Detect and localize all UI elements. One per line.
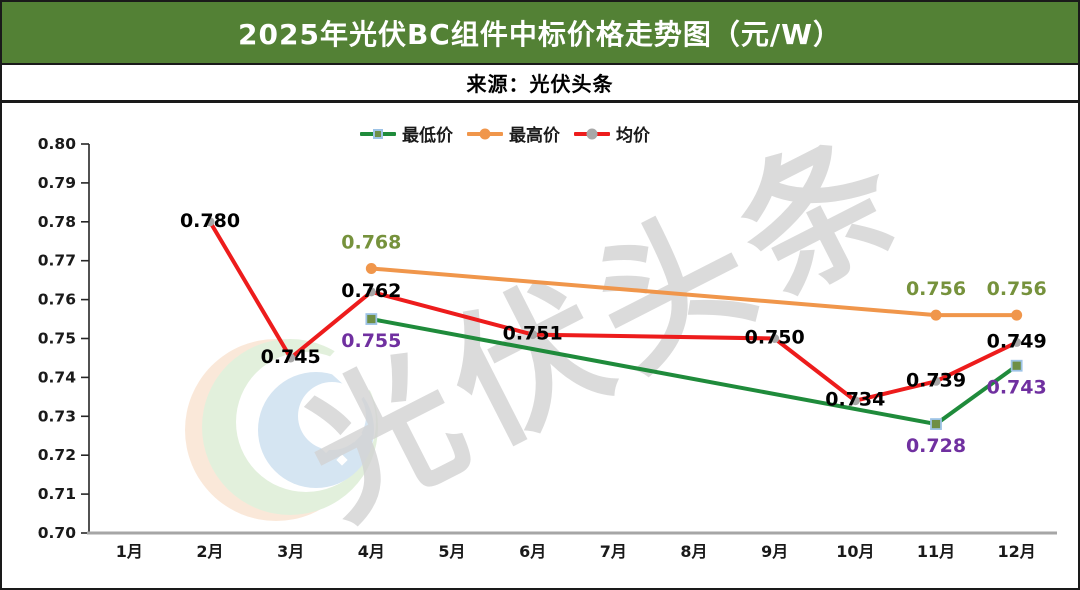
logo-watermark <box>185 339 379 521</box>
svg-text:9月: 9月 <box>761 542 788 561</box>
svg-text:0.70: 0.70 <box>38 524 76 542</box>
data-label: 0.780 <box>180 210 240 232</box>
svg-text:5月: 5月 <box>438 542 465 561</box>
header-bar: 2025年光伏BC组件中标价格走势图（元/W） <box>2 2 1078 65</box>
data-label: 0.728 <box>906 435 966 457</box>
data-label: 0.755 <box>341 330 401 352</box>
data-label: 0.743 <box>987 377 1047 399</box>
circle-marker-icon <box>479 128 491 139</box>
data-label: 0.749 <box>987 330 1047 352</box>
page-title: 2025年光伏BC组件中标价格走势图（元/W） <box>238 17 842 51</box>
svg-text:7月: 7月 <box>600 542 627 561</box>
data-label: 0.756 <box>987 278 1047 300</box>
svg-text:0.73: 0.73 <box>38 407 76 425</box>
data-label: 0.750 <box>745 327 805 349</box>
legend-label-avg: 均价 <box>616 126 650 146</box>
svg-text:0.75: 0.75 <box>38 330 76 348</box>
data-label: 0.739 <box>906 369 966 391</box>
svg-text:0.77: 0.77 <box>38 252 76 270</box>
source-row: 来源：光伏头条 <box>2 65 1078 103</box>
svg-text:0.78: 0.78 <box>38 213 76 231</box>
avg-line-swatch <box>574 128 610 139</box>
svg-text:0.80: 0.80 <box>38 135 76 153</box>
legend-item-avg: 均价 <box>574 121 650 146</box>
circle-marker-icon <box>586 128 598 139</box>
svg-text:1月: 1月 <box>116 542 143 561</box>
svg-text:11月: 11月 <box>917 542 955 561</box>
data-label: 0.751 <box>503 323 563 345</box>
svg-text:8月: 8月 <box>680 542 707 561</box>
y-axis: 0.70 0.71 0.72 0.73 0.74 0.75 0.76 0.77 0.78 0.79… <box>38 135 90 542</box>
series-avg: 0.780 0.745 0.762 0.751 0.750 0.734 0.739 0.749 <box>180 210 1047 411</box>
min-line-swatch <box>360 128 396 139</box>
square-marker-icon <box>373 128 383 139</box>
chart-canvas: 光伏头条 0.70 0.71 0.72 0.73 0.74 0.75 0.76 0.77 0.78… <box>38 103 1057 561</box>
svg-text:0.71: 0.71 <box>38 485 76 503</box>
svg-text:6月: 6月 <box>519 542 546 561</box>
chart-legend: 最低价 最高价 均价 <box>360 121 650 146</box>
svg-text:3月: 3月 <box>277 542 304 561</box>
series-min: 0.755 0.728 0.743 <box>341 313 1047 457</box>
legend-label-max: 最高价 <box>509 126 560 146</box>
series-max: 0.768 0.756 0.756 <box>341 231 1047 321</box>
svg-text:0.79: 0.79 <box>38 174 76 192</box>
legend-label-min: 最低价 <box>402 126 453 146</box>
x-axis: 1月 2月 3月 4月 5月 6月 7月 8月 9月 10月 11月 12月 <box>87 531 1057 561</box>
svg-text:0.74: 0.74 <box>38 368 76 386</box>
legend-item-max: 最高价 <box>467 121 560 146</box>
svg-text:12月: 12月 <box>998 542 1036 561</box>
legend-item-min: 最低价 <box>360 121 453 146</box>
data-label: 0.734 <box>825 389 885 411</box>
svg-text:0.72: 0.72 <box>38 446 76 464</box>
data-label: 0.756 <box>906 278 966 300</box>
source-label: 来源：光伏头条 <box>466 72 614 96</box>
svg-text:4月: 4月 <box>358 542 385 561</box>
chart-area: 光伏头条 0.70 0.71 0.72 0.73 0.74 0.75 0.76 0.77 0.78… <box>2 103 1078 588</box>
max-line-swatch <box>467 128 503 139</box>
data-label: 0.768 <box>341 231 401 253</box>
svg-text:10月: 10月 <box>836 542 874 561</box>
data-label: 0.762 <box>341 280 401 302</box>
svg-text:2月: 2月 <box>196 542 223 561</box>
svg-text:0.76: 0.76 <box>38 291 76 309</box>
data-label: 0.745 <box>261 346 321 368</box>
text-watermark: 光伏头条 <box>279 103 935 550</box>
